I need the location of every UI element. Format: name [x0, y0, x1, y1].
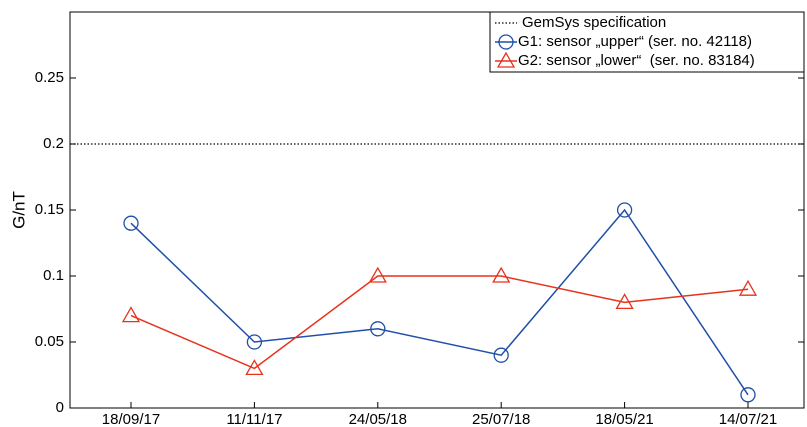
y-axis-label: G/nT — [9, 191, 28, 229]
y-tick-label: 0.2 — [43, 135, 64, 152]
point — [616, 202, 633, 218]
x-tick-label: 18/09/17 — [102, 411, 160, 427]
y-tick-label: 0.05 — [35, 333, 64, 350]
point — [738, 279, 758, 296]
series-line — [130, 275, 749, 370]
point — [370, 321, 386, 337]
x-tick-label: 11/11/17 — [226, 411, 282, 427]
legend-box — [489, 11, 805, 73]
legend-label: GemSys specification — [522, 14, 666, 31]
x-tick-label: 14/07/21 — [719, 411, 777, 427]
legend-marker — [496, 51, 516, 68]
y-tick-label: 0.1 — [43, 267, 64, 284]
point — [615, 293, 634, 310]
legend-label: G1: sensor „upper“ (ser. no. 42118) — [518, 33, 752, 50]
y-tick-label: 0.25 — [35, 69, 64, 86]
point — [368, 266, 387, 283]
point — [245, 359, 264, 376]
x-tick-label: 24/05/18 — [349, 411, 407, 427]
y-tick-label: 0 — [56, 399, 64, 416]
point — [123, 215, 139, 231]
point — [246, 334, 263, 350]
legend-marker — [498, 34, 514, 50]
series-line — [130, 208, 749, 396]
point — [740, 387, 756, 403]
y-tick-label: 0.15 — [35, 201, 64, 218]
x-tick-label: 25/07/18 — [472, 411, 530, 427]
point — [493, 347, 509, 363]
point — [121, 306, 141, 323]
legend-label: G2: sensor „lower“ (ser. no. 83184) — [518, 52, 755, 69]
x-tick-label: 18/05/21 — [595, 411, 653, 427]
point — [492, 266, 511, 283]
